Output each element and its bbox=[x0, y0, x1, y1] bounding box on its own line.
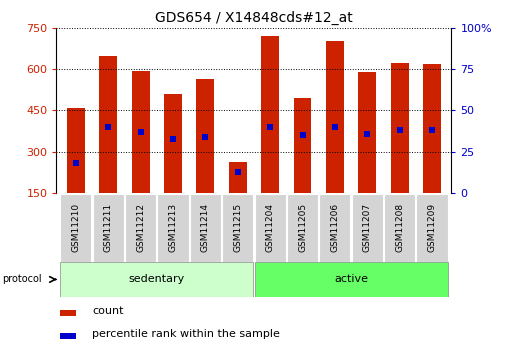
Bar bbox=[67, 108, 85, 193]
Bar bbox=[261, 37, 279, 193]
Bar bbox=[287, 194, 318, 262]
Text: GSM11214: GSM11214 bbox=[201, 203, 210, 252]
Text: GSM11207: GSM11207 bbox=[363, 203, 372, 252]
Bar bbox=[254, 194, 286, 262]
Bar bbox=[125, 194, 156, 262]
Bar bbox=[61, 333, 76, 339]
Bar bbox=[61, 262, 253, 297]
Text: percentile rank within the sample: percentile rank within the sample bbox=[92, 329, 280, 339]
Text: GSM11208: GSM11208 bbox=[395, 203, 404, 252]
Bar bbox=[61, 310, 76, 316]
Bar bbox=[384, 194, 415, 262]
Text: GSM11209: GSM11209 bbox=[427, 203, 437, 252]
Bar bbox=[326, 41, 344, 193]
Text: GSM11205: GSM11205 bbox=[298, 203, 307, 252]
Bar bbox=[222, 194, 253, 262]
Bar bbox=[352, 194, 383, 262]
Bar bbox=[359, 72, 376, 193]
Text: count: count bbox=[92, 306, 124, 316]
Text: protocol: protocol bbox=[3, 275, 42, 284]
Text: GSM11213: GSM11213 bbox=[168, 203, 177, 252]
Bar bbox=[164, 94, 182, 193]
Bar bbox=[61, 194, 91, 262]
Bar bbox=[100, 56, 117, 193]
Bar bbox=[190, 194, 221, 262]
Bar bbox=[293, 98, 311, 193]
Text: active: active bbox=[334, 275, 368, 284]
Text: GSM11210: GSM11210 bbox=[71, 203, 81, 252]
Text: GSM11204: GSM11204 bbox=[266, 203, 274, 252]
Bar bbox=[132, 71, 149, 193]
Bar bbox=[254, 262, 447, 297]
Bar bbox=[391, 63, 408, 193]
Bar bbox=[319, 194, 350, 262]
Bar bbox=[93, 194, 124, 262]
Text: GSM11211: GSM11211 bbox=[104, 203, 113, 252]
Text: sedentary: sedentary bbox=[129, 275, 185, 284]
Bar bbox=[196, 79, 214, 193]
Text: GSM11212: GSM11212 bbox=[136, 203, 145, 252]
Text: GSM11206: GSM11206 bbox=[330, 203, 340, 252]
Bar bbox=[423, 64, 441, 193]
Bar bbox=[157, 194, 189, 262]
Title: GDS654 / X14848cds#12_at: GDS654 / X14848cds#12_at bbox=[155, 11, 353, 25]
Bar bbox=[417, 194, 447, 262]
Text: GSM11215: GSM11215 bbox=[233, 203, 242, 252]
Bar bbox=[229, 162, 247, 193]
